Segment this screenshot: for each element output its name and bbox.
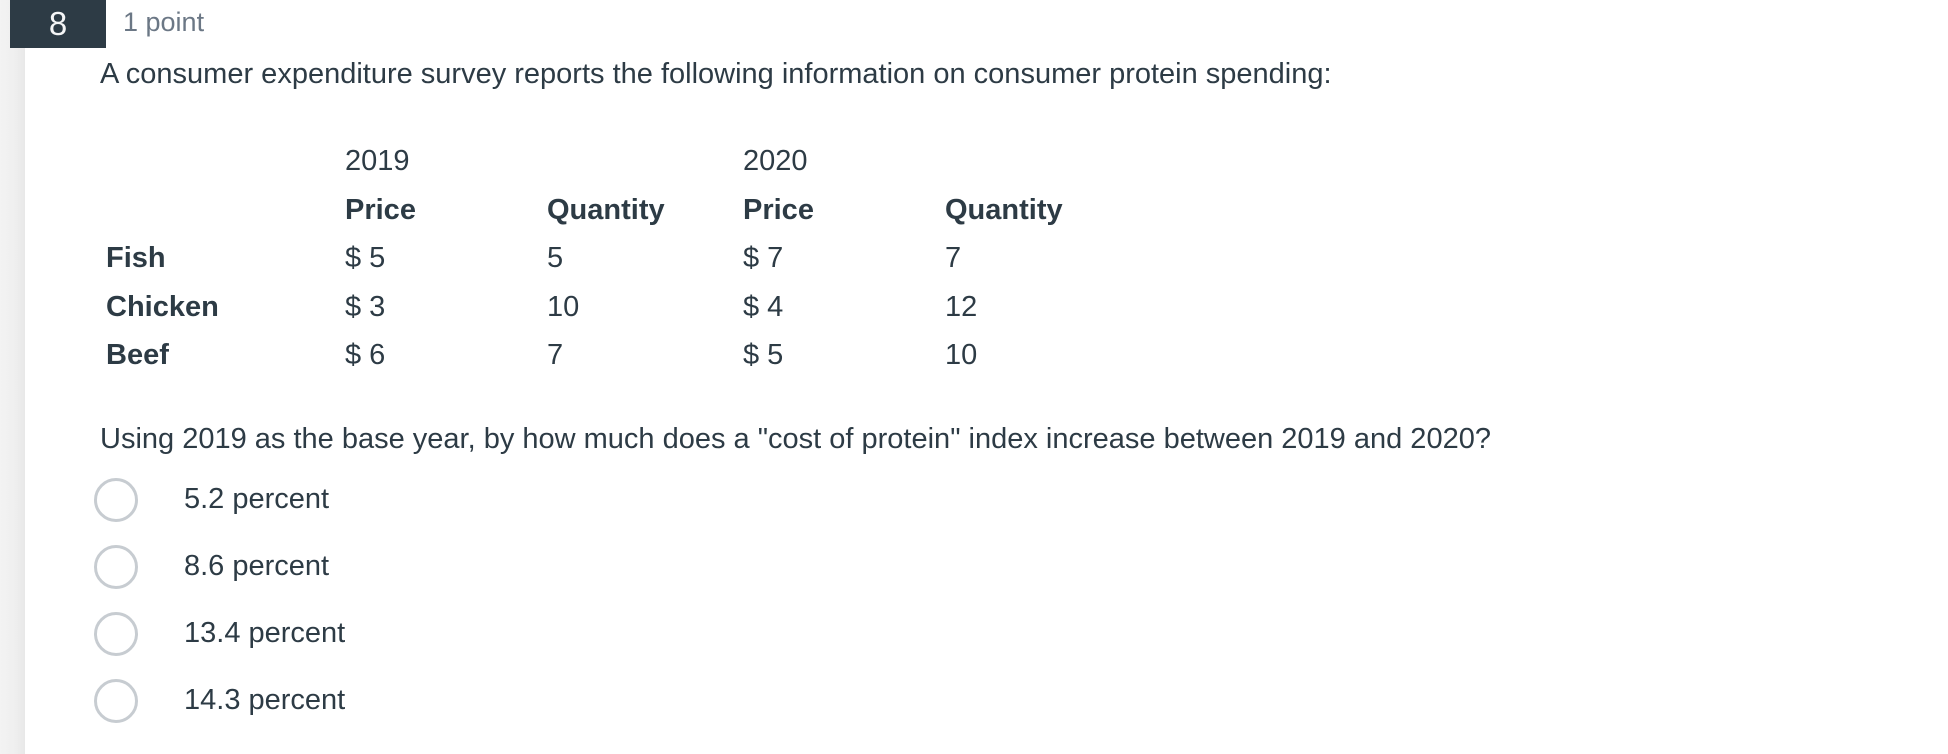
table-cell-value: $ 3 <box>345 290 386 323</box>
answer-options: 5.2 percent 8.6 percent 13.4 percent 14.… <box>94 466 345 734</box>
table-cell-value: 5 <box>547 242 564 274</box>
table-cell-empty <box>106 146 345 195</box>
question-subprompt: Using 2019 as the base year, by how much… <box>100 423 1491 455</box>
protein-spending-table: 2019 2020 Price Quantity Price Quantity … <box>106 146 1165 389</box>
left-gutter <box>0 0 25 754</box>
table-row-label: Beef <box>106 339 169 371</box>
answer-option-3[interactable]: 13.4 percent <box>94 600 345 667</box>
table-cell-value: $ 5 <box>743 339 784 371</box>
answer-option-label: 13.4 percent <box>184 617 346 649</box>
table-row-label: Fish <box>106 242 166 274</box>
answer-option-label: 14.3 percent <box>184 684 346 716</box>
table-cell-value: $ 4 <box>743 290 784 323</box>
table-cell-value: 10 <box>945 339 978 371</box>
table-column-header: Quantity <box>547 193 665 226</box>
question-points-label: 1 point <box>123 6 205 37</box>
question-number: 8 <box>48 5 68 42</box>
table-cell-value: 7 <box>945 242 962 274</box>
table-column-header: Price <box>345 193 416 226</box>
radio-button-icon[interactable] <box>94 678 138 723</box>
table-row-label: Chicken <box>106 290 219 323</box>
table-cell-value: $ 7 <box>743 242 784 274</box>
table-cell-value: 12 <box>945 290 978 323</box>
table-cell-value: $ 5 <box>345 242 386 274</box>
answer-option-label: 5.2 percent <box>184 483 330 515</box>
radio-button-icon[interactable] <box>94 544 138 589</box>
table-column-header: Price <box>743 193 814 226</box>
table-cell-value: 10 <box>547 290 580 323</box>
table-cell-empty <box>547 146 743 195</box>
question-prompt: A consumer expenditure survey reports th… <box>100 58 1332 90</box>
radio-button-icon[interactable] <box>94 611 138 656</box>
table-cell-value: $ 6 <box>345 339 386 371</box>
answer-option-label: 8.6 percent <box>184 550 330 582</box>
answer-option-2[interactable]: 8.6 percent <box>94 533 345 600</box>
answer-option-4[interactable]: 14.3 percent <box>94 667 345 734</box>
table-cell-value: 7 <box>547 339 564 371</box>
table-year-header: 2020 <box>743 145 808 177</box>
question-number-badge: 8 <box>10 0 106 48</box>
answer-option-1[interactable]: 5.2 percent <box>94 466 345 533</box>
table-year-header: 2019 <box>345 145 410 177</box>
radio-button-icon[interactable] <box>94 477 138 522</box>
table-cell-empty <box>945 146 1165 195</box>
table-cell-empty <box>106 195 345 244</box>
table-column-header: Quantity <box>945 193 1063 226</box>
